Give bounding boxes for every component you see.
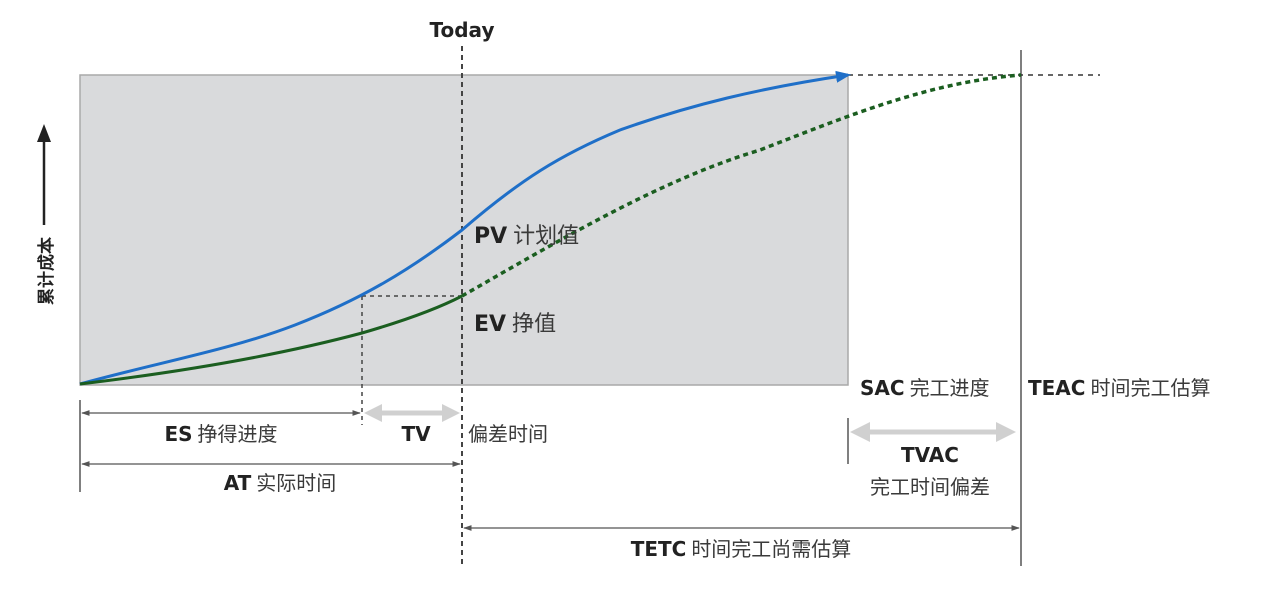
ev-curve bbox=[79, 294, 463, 386]
tetc-label: TETC 时间完工尚需估算 bbox=[631, 537, 852, 561]
tvac-arrow bbox=[850, 422, 1016, 442]
sac-label: SAC 完工进度 bbox=[860, 376, 990, 400]
tv-arrow bbox=[364, 404, 460, 422]
ev-label: EV 挣值 bbox=[474, 312, 556, 337]
tv-label: TV bbox=[401, 422, 431, 446]
schedule-variance-label: 偏差时间 bbox=[468, 422, 548, 446]
tvac-abbr-label: TVAC bbox=[901, 443, 959, 467]
y-axis-arrowhead-icon bbox=[37, 124, 51, 142]
es-label: ES 挣得进度 bbox=[164, 422, 277, 446]
at-label: AT 实际时间 bbox=[224, 471, 337, 495]
y-axis-label: 累计成本 bbox=[36, 237, 57, 305]
teac-label: TEAC 时间完工估算 bbox=[1028, 376, 1210, 400]
ev-forecast-curve bbox=[461, 73, 1022, 298]
today-label: Today bbox=[430, 18, 495, 42]
pv-label: PV 计划值 bbox=[474, 224, 579, 249]
pv-curve bbox=[79, 70, 851, 386]
tvac-text-label: 完工时间偏差 bbox=[870, 475, 990, 499]
